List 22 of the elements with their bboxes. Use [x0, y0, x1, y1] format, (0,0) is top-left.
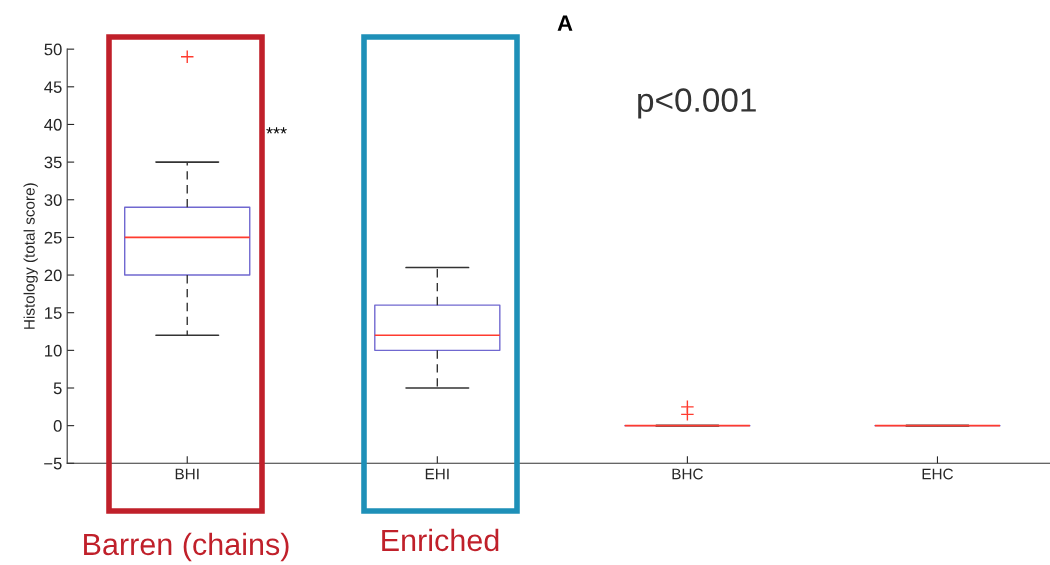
x-tick-label: EHI: [425, 468, 449, 480]
text: Enriched: [382, 528, 499, 552]
y-tick-label: 50: [44, 43, 62, 56]
annotation: ***: [266, 127, 287, 134]
text: A: [557, 15, 573, 31]
y-tick-label: −5: [44, 457, 62, 470]
y-tick-label: 5: [53, 382, 62, 395]
annotation: p<0.001: [638, 88, 756, 119]
y-tick-label: 40: [44, 118, 62, 131]
y-tick-label: 20: [44, 269, 62, 282]
y-tick-label: 25: [44, 231, 62, 244]
y-tick-label: 45: [44, 81, 62, 94]
y-tick-label: 35: [44, 156, 62, 169]
y-tick-label: 30: [44, 194, 62, 206]
y-tick-label: 0: [53, 420, 62, 432]
text: Barren (chains): [84, 532, 289, 562]
y-axis-title: Histology (total score): [23, 183, 38, 329]
x-tick-label: BHI: [175, 468, 199, 480]
y-tick-label: 15: [45, 307, 62, 319]
x-tick-label: EHC: [922, 468, 954, 480]
y-tick-label: 10: [45, 344, 62, 357]
x-tick-label: BHC: [672, 468, 703, 480]
